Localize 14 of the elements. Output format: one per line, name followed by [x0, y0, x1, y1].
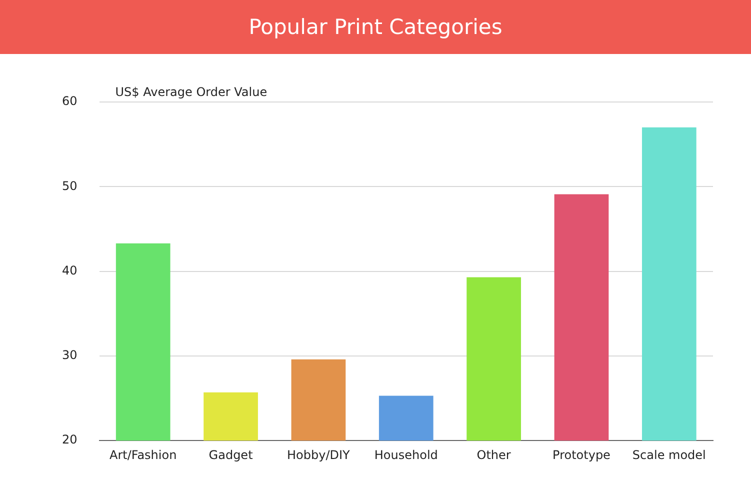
- x-tick-label: Household: [374, 448, 438, 462]
- chart-title: Popular Print Categories: [0, 0, 751, 54]
- y-tick-label: 40: [62, 263, 78, 278]
- x-tick-label: Hobby/DIY: [287, 448, 351, 462]
- x-tick-label: Gadget: [208, 448, 254, 462]
- x-tick-label: Prototype: [552, 448, 610, 462]
- y-tick-label: 20: [62, 432, 78, 447]
- x-tick-label: Other: [476, 448, 511, 462]
- y-tick-label: 30: [62, 348, 78, 362]
- x-tick-label: Scale model: [632, 448, 706, 462]
- y-axis-title: US$ Average Order Value: [115, 85, 268, 100]
- y-tick-label: 50: [62, 178, 78, 193]
- y-tick-label: 60: [62, 94, 78, 108]
- x-tick-label: Art/Fashion: [110, 448, 177, 462]
